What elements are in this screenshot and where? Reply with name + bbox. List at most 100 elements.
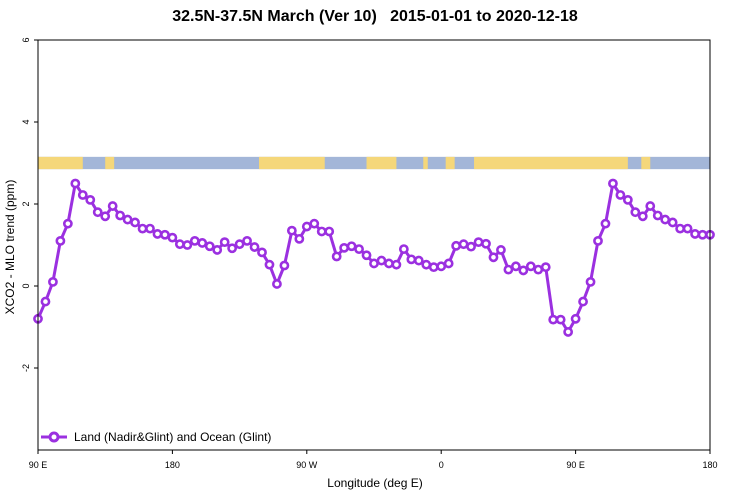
data-point — [234, 239, 245, 250]
data-point — [384, 258, 394, 269]
data-point — [518, 265, 529, 276]
data-point — [630, 207, 641, 218]
y-axis: -2 0 2 4 6 — [21, 37, 38, 372]
chart-title: 32.5N-37.5N March (Ver 10) 2015-01-01 to… — [172, 8, 578, 25]
data-point — [122, 214, 133, 225]
data-point — [107, 201, 118, 211]
data-point — [227, 243, 238, 254]
data-point — [316, 226, 327, 237]
data-point — [115, 210, 126, 221]
data-point — [212, 245, 223, 255]
y-tick-label: 4 — [21, 119, 31, 124]
data-point — [675, 223, 686, 234]
legend-label: Land (Nadir&Glint) and Ocean (Glint) — [74, 430, 272, 444]
data-point — [40, 296, 51, 307]
data-point — [272, 279, 282, 289]
data-point — [219, 237, 230, 248]
data-point — [667, 217, 678, 228]
land-segment — [445, 156, 455, 170]
data-point — [249, 242, 260, 252]
series-line — [36, 182, 710, 334]
data-point — [690, 229, 700, 239]
y-tick-label: 2 — [21, 201, 31, 206]
data-point — [242, 235, 252, 246]
data-point — [622, 194, 633, 205]
data-point — [301, 221, 312, 232]
data-point — [421, 259, 432, 270]
land-segment — [366, 156, 397, 170]
data-point — [369, 258, 379, 269]
data-point — [682, 223, 693, 234]
data-point — [62, 218, 73, 229]
legend: Land (Nadir&Glint) and Ocean (Glint) — [40, 429, 271, 445]
data-point — [354, 244, 364, 254]
data-point — [398, 244, 409, 254]
data-point — [466, 241, 476, 252]
x-tick-label: 0 — [439, 460, 444, 470]
data-point — [92, 207, 103, 218]
x-axis-label: Longitude (deg E) — [327, 476, 423, 490]
land-segment — [474, 156, 628, 170]
land-ocean-strip — [38, 156, 710, 170]
data-point — [525, 261, 536, 272]
data-point — [391, 259, 402, 270]
data-point — [548, 314, 559, 325]
land-segment — [423, 156, 428, 170]
data-point — [339, 242, 350, 253]
x-tick-label: 180 — [165, 460, 180, 470]
data-point — [645, 201, 656, 211]
x-tick-label: 90 E — [29, 460, 48, 470]
data-point — [182, 240, 193, 250]
data-point — [406, 254, 417, 265]
data-point — [137, 223, 148, 234]
data-point — [637, 211, 648, 222]
y-tick-label: 6 — [21, 37, 31, 42]
data-point — [167, 232, 178, 243]
data-point — [608, 178, 618, 189]
data-point — [578, 296, 588, 307]
data-point — [615, 190, 626, 200]
data-point — [540, 262, 551, 273]
data-point — [48, 276, 58, 287]
data-point — [331, 251, 342, 262]
data-point — [428, 262, 439, 273]
data-point — [458, 239, 469, 250]
data-point — [204, 241, 215, 252]
legend-swatch — [41, 431, 67, 443]
data-point — [503, 264, 514, 275]
land-segment — [38, 156, 83, 170]
data-point — [145, 223, 155, 234]
data-point — [563, 327, 574, 337]
x-tick-label: 90 W — [296, 460, 318, 470]
data-point — [473, 237, 484, 248]
data-point — [451, 240, 462, 251]
land-segment — [105, 156, 115, 170]
y-axis-label: XCO2 - MLO trend (ppm) — [3, 179, 17, 315]
data-point — [533, 264, 544, 275]
data-point — [488, 252, 499, 263]
data-point — [660, 214, 671, 225]
data-point — [376, 255, 387, 266]
data-point — [130, 217, 140, 228]
data-point — [294, 233, 305, 244]
land-segment — [641, 156, 651, 170]
data-point — [481, 238, 491, 249]
data-point — [286, 225, 297, 236]
data-point — [55, 235, 66, 246]
data-point — [309, 218, 320, 229]
land-segment — [259, 156, 325, 170]
plot-frame — [37, 39, 711, 451]
data-point — [555, 314, 566, 325]
x-tick-label: 180 — [702, 460, 717, 470]
data-point — [652, 210, 663, 221]
data-point — [189, 235, 200, 246]
data-point — [257, 247, 267, 258]
data-point — [160, 229, 170, 240]
data-point — [436, 261, 447, 272]
series-layer — [33, 178, 715, 337]
data-point — [85, 194, 96, 205]
data-point — [570, 313, 581, 324]
data-point — [174, 239, 185, 250]
data-point — [100, 211, 111, 222]
